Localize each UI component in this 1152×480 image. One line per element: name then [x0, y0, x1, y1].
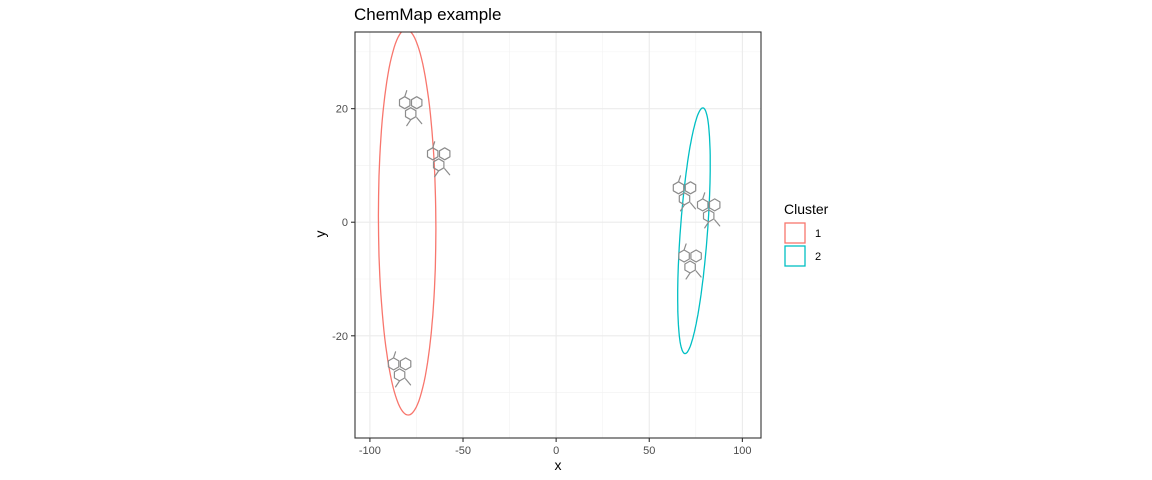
molecule-bond: [695, 270, 702, 278]
y-tick-label: 0: [342, 217, 348, 229]
molecule-ring: [399, 357, 412, 371]
molecule-structure: [398, 90, 423, 127]
molecule-bond: [704, 221, 710, 229]
molecule-ring: [696, 198, 709, 212]
x-tick-label: 100: [733, 445, 751, 457]
molecule-bond: [392, 351, 397, 359]
molecule-bond: [702, 192, 706, 200]
molecule-ring: [678, 249, 690, 263]
y-axis-title: y: [312, 231, 328, 238]
legend-label-cluster-1: 1: [815, 228, 821, 240]
legend-key-cluster-2: [784, 245, 806, 267]
molecule-bond: [689, 202, 697, 210]
molecule-bond: [434, 170, 440, 178]
molecule-structure: [678, 243, 702, 280]
molecule-ring: [690, 249, 702, 263]
molecule-ring: [672, 181, 685, 195]
molecule-ring: [387, 357, 400, 371]
cluster-2-ellipse: [677, 107, 711, 355]
molecule-ring: [410, 96, 423, 110]
molecule-ring: [398, 96, 411, 110]
molecule-structure: [672, 175, 697, 212]
molecule-ring: [426, 147, 439, 161]
molecule-structure: [696, 192, 721, 229]
molecule-bond: [394, 380, 401, 388]
molecule-bond: [404, 90, 408, 98]
molecule-ring: [438, 147, 451, 161]
x-tick-label: -50: [455, 445, 471, 457]
y-tick-label: -20: [332, 331, 348, 343]
cluster-ellipses: [377, 32, 711, 416]
panel-border: [354, 31, 762, 439]
legend-key-cluster-1: [784, 222, 806, 244]
molecule-bond: [416, 117, 423, 125]
legend-title: Cluster: [784, 201, 829, 217]
molecule-bond: [714, 219, 721, 227]
plot-panel: [354, 31, 762, 439]
x-tick-label: 50: [643, 445, 655, 457]
molecule-bond: [432, 141, 436, 149]
molecule-bond: [679, 204, 686, 212]
molecule-bond: [404, 378, 412, 386]
chart-title: ChemMap example: [354, 5, 501, 24]
molecule-bond: [683, 243, 687, 251]
molecule-bond: [677, 175, 682, 183]
molecule-bond: [685, 272, 691, 280]
molecule-bond: [444, 168, 451, 176]
x-tick-label: 0: [553, 445, 559, 457]
molecule-structure: [387, 351, 412, 388]
x-tick-label: -100: [359, 445, 381, 457]
panel-background: [355, 32, 761, 438]
legend-label-cluster-2: 2: [815, 251, 821, 263]
molecule-ring: [708, 198, 721, 212]
x-axis-title: x: [555, 457, 562, 473]
molecule-points: [387, 90, 721, 388]
molecule-bond: [406, 119, 412, 127]
molecule-structure: [426, 141, 451, 178]
legend: Cluster 1 2: [784, 201, 829, 267]
cluster-1-ellipse: [377, 32, 437, 416]
y-tick-label: 20: [336, 104, 348, 116]
axis-ticks: -100 -50 0 50 100 -20 0 20: [332, 104, 751, 457]
molecule-ring: [684, 181, 697, 195]
